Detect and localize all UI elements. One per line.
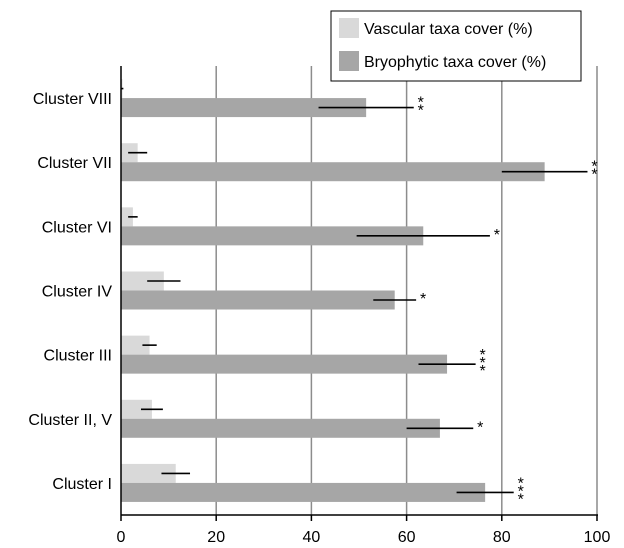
category-label: Cluster II, V	[28, 412, 112, 429]
grid-lines	[120, 66, 598, 521]
x-axis-tick-labels: 0 20 40 60 80 100	[117, 529, 611, 546]
x-tick-label: 0	[117, 529, 126, 546]
significance-label: ***	[480, 347, 486, 380]
vascular-bar	[121, 399, 152, 419]
category-labels: Cluster VIII Cluster VII Cluster VI Cluster…	[28, 91, 112, 493]
significance-markers: *************	[418, 95, 598, 509]
x-tick-label: 60	[398, 529, 416, 546]
legend-box	[330, 10, 582, 82]
bryophytic-bar	[121, 226, 424, 246]
legend-swatch-vascular	[339, 18, 359, 38]
category-label: Cluster VIII	[33, 91, 112, 108]
bryophytic-bar	[121, 98, 367, 118]
significance-label: *	[477, 419, 483, 436]
category-label: Cluster VII	[37, 155, 112, 172]
vascular-bar	[121, 463, 176, 483]
category-label: Cluster VI	[42, 219, 112, 236]
vascular-bar	[121, 207, 133, 227]
bryophytic-bar	[121, 290, 395, 310]
significance-label: *	[420, 291, 426, 308]
category-label: Cluster III	[44, 348, 112, 365]
bryophytic-bar	[121, 482, 486, 502]
category-label: Cluster I	[52, 476, 112, 493]
bryophytic-bar	[121, 354, 448, 374]
significance-label: **	[591, 159, 597, 184]
legend-swatch-bryophytic	[339, 51, 359, 71]
bryophytic-bar	[121, 162, 545, 182]
legend: Vascular taxa cover (%) Bryophytic taxa c…	[330, 10, 582, 82]
vascular-bar	[121, 335, 150, 355]
significance-label: **	[418, 95, 424, 120]
x-tick-label: 40	[303, 529, 321, 546]
error-bars	[121, 87, 588, 494]
significance-label: ***	[518, 475, 524, 508]
bars	[121, 79, 545, 502]
category-label: Cluster IV	[42, 284, 113, 301]
x-tick-label: 100	[584, 529, 611, 546]
bryophytic-bar	[121, 418, 440, 438]
x-tick-label: 80	[493, 529, 511, 546]
significance-label: *	[494, 227, 500, 244]
vascular-bar	[121, 271, 164, 291]
x-tick-label: 20	[207, 529, 225, 546]
legend-label-vascular: Vascular taxa cover (%)	[364, 21, 533, 38]
legend-label-bryophytic: Bryophytic taxa cover (%)	[364, 54, 546, 71]
